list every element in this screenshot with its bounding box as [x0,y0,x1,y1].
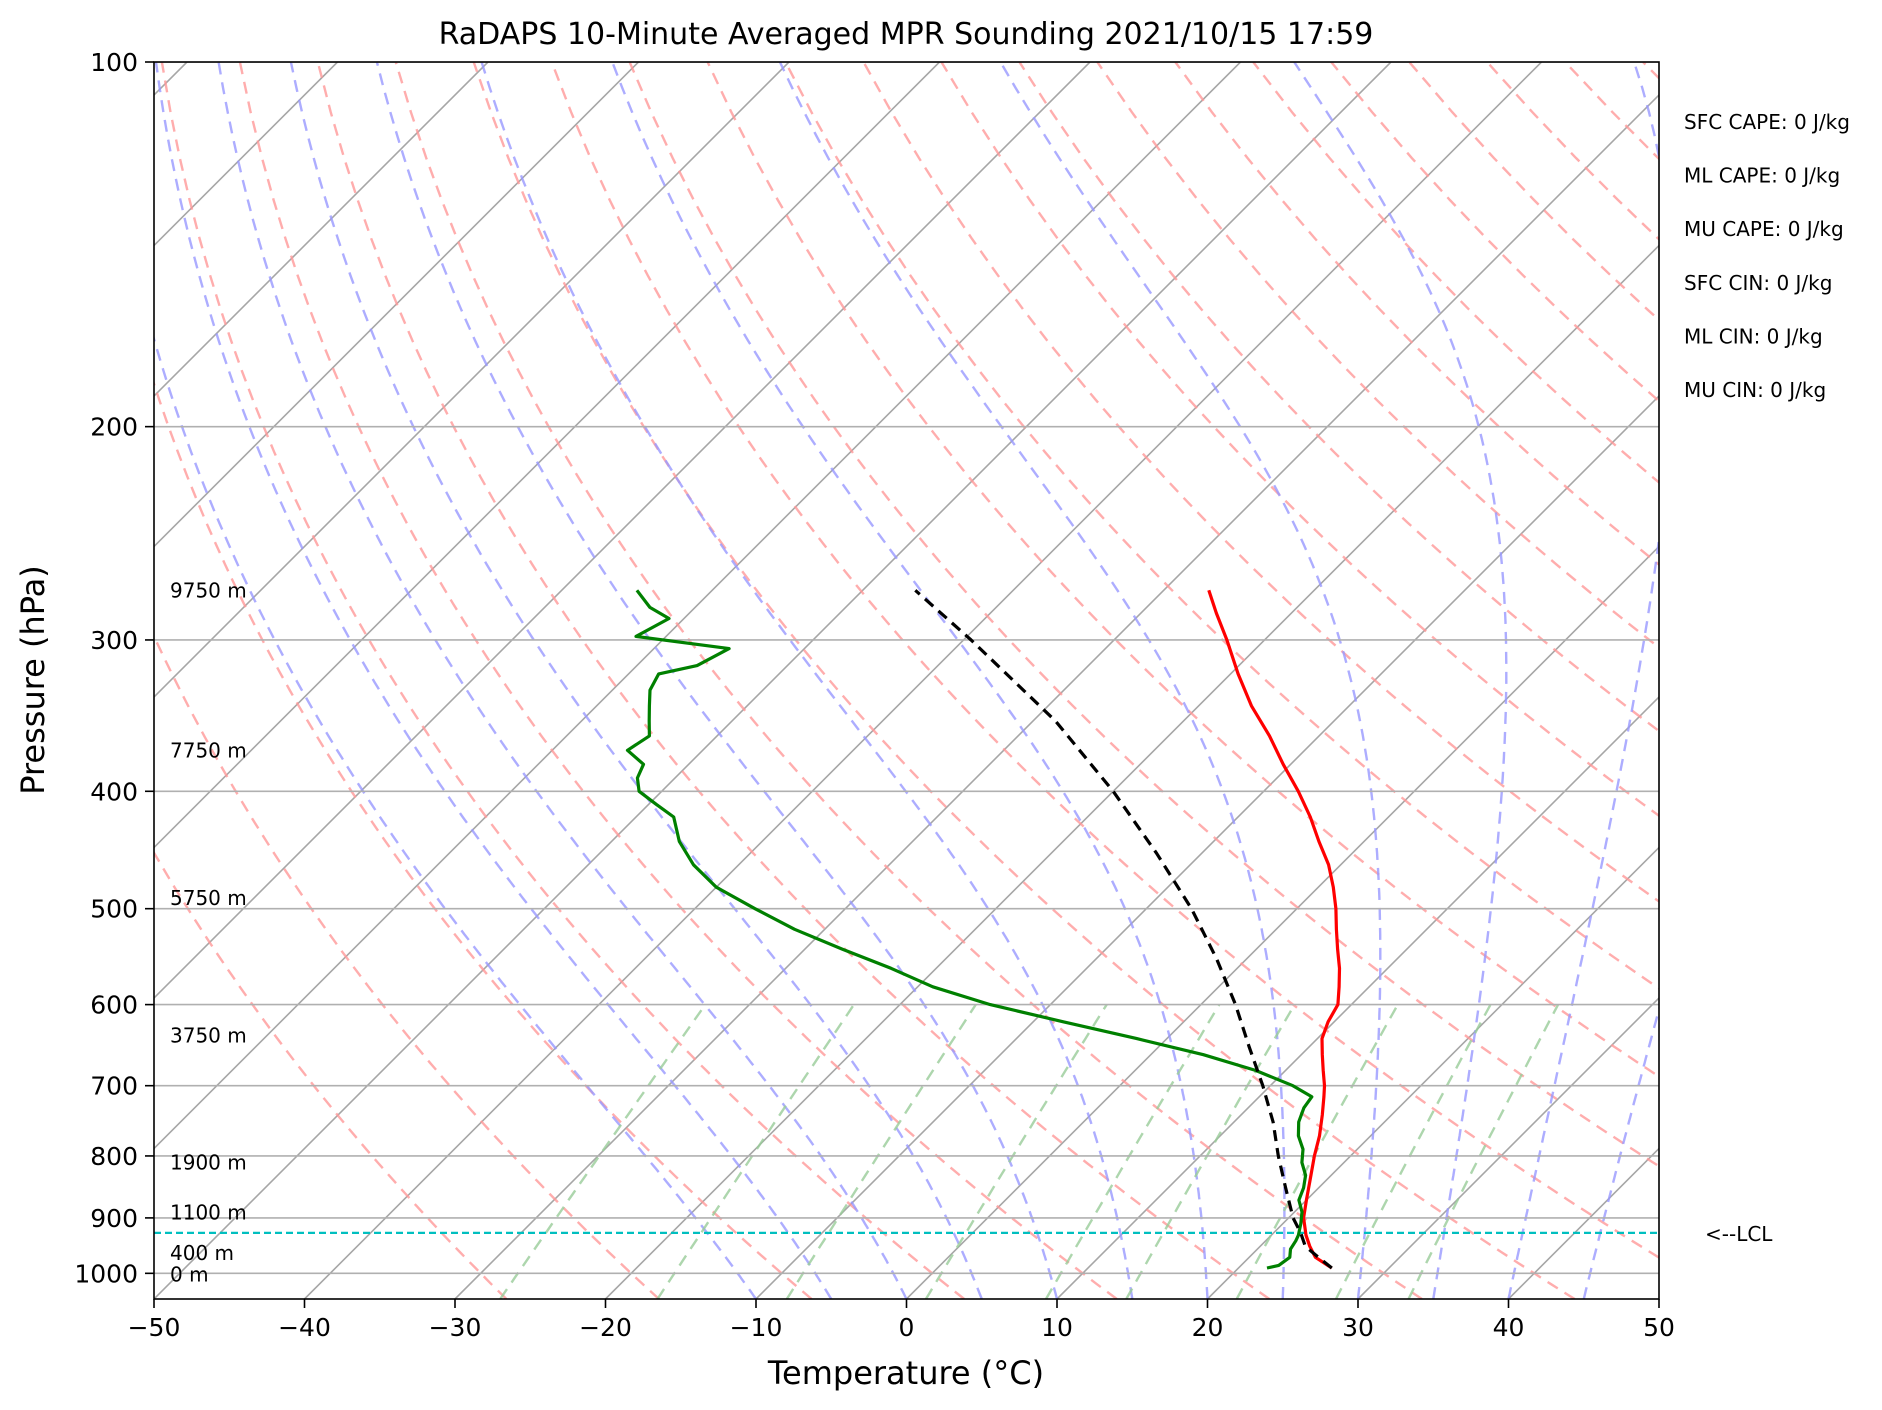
index-label: MU CAPE: 0 J/kg [1684,217,1844,241]
x-axis-label: Temperature (°C) [767,1354,1044,1392]
x-tick-label: 0 [899,1313,915,1342]
x-tick-label: −10 [730,1313,783,1342]
x-tick-label: 40 [1493,1313,1525,1342]
x-tick-label: −30 [429,1313,482,1342]
index-label: ML CIN: 0 J/kg [1684,324,1823,348]
x-tick-label: 10 [1041,1313,1073,1342]
y-tick-label: 600 [90,991,138,1020]
index-label: ML CAPE: 0 J/kg [1684,164,1840,188]
y-tick-label: 500 [90,895,138,924]
height-label: 0 m [170,1262,209,1286]
x-tick-label: 20 [1192,1313,1224,1342]
y-tick-label: 900 [90,1204,138,1233]
x-tick-label: −50 [128,1313,181,1342]
index-label: SFC CAPE: 0 J/kg [1684,110,1850,134]
height-label: 1900 m [170,1150,247,1174]
chart-title: RaDAPS 10-Minute Averaged MPR Sounding 2… [439,17,1374,52]
x-tick-label: −40 [278,1313,331,1342]
height-label: 3750 m [170,1023,247,1047]
y-tick-label: 700 [90,1072,138,1101]
y-tick-label: 200 [90,413,138,442]
y-tick-label: 100 [90,48,138,77]
y-axis-label: Pressure (hPa) [14,565,52,795]
index-label: SFC CIN: 0 J/kg [1684,271,1832,295]
height-label: 5750 m [170,886,247,910]
lcl-label: <--LCL [1705,1222,1773,1246]
height-label: 1100 m [170,1201,247,1225]
y-tick-label: 300 [90,626,138,655]
y-tick-label: 800 [90,1142,138,1171]
height-label: 7750 m [170,738,247,762]
height-label: 9750 m [170,578,247,602]
y-tick-label: 400 [90,777,138,806]
x-tick-label: 50 [1643,1313,1675,1342]
height-label: 400 m [170,1241,234,1265]
x-tick-label: −20 [579,1313,632,1342]
x-tick-label: 30 [1342,1313,1374,1342]
y-tick-label: 1000 [74,1259,138,1288]
index-label: MU CIN: 0 J/kg [1684,378,1826,402]
